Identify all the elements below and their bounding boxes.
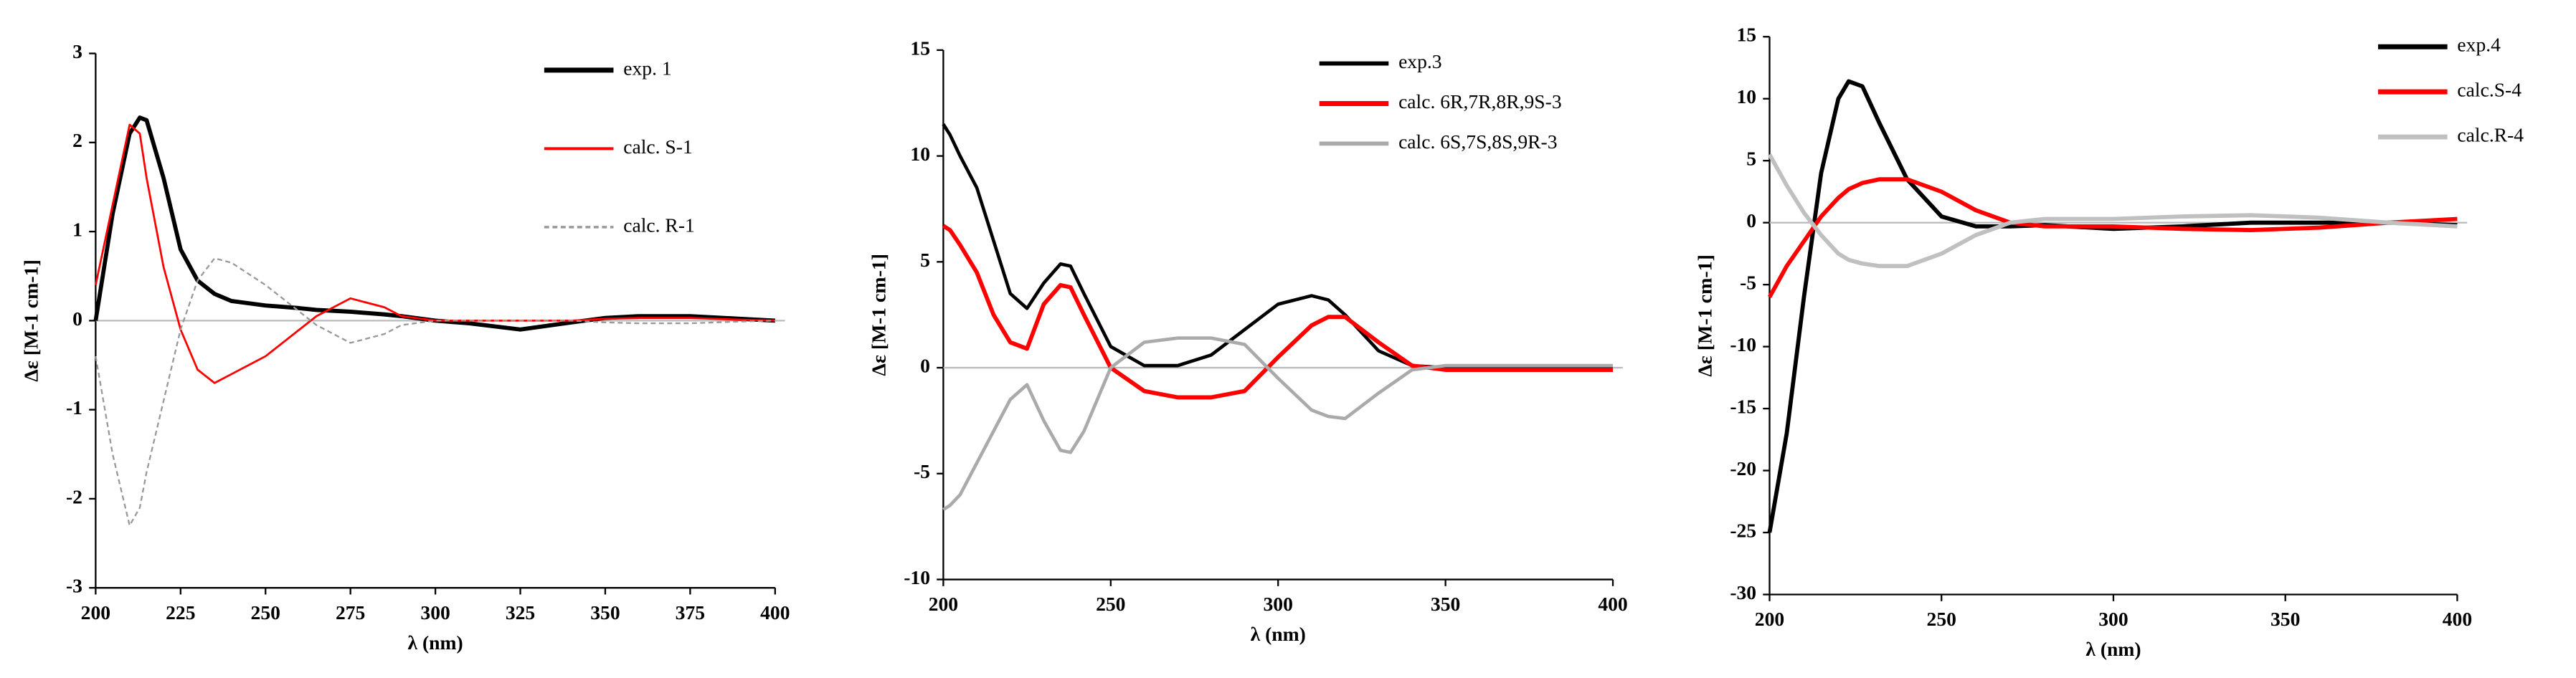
legend-label: calc. 6S,7S,8S,9R-3 <box>1398 131 1557 153</box>
x-tick-label: 375 <box>676 602 705 624</box>
y-tick-label: -3 <box>66 575 82 597</box>
legend-label: calc. R-1 <box>623 214 695 237</box>
series-line <box>1767 79 2458 533</box>
y-tick-label: -5 <box>914 461 930 483</box>
legend-label: calc.R-4 <box>2457 124 2524 146</box>
y-tick-label: 0 <box>920 355 930 377</box>
series-line <box>1767 153 2458 269</box>
series-line <box>95 257 775 527</box>
x-tick-label: 400 <box>1598 593 1627 616</box>
y-tick-label: 5 <box>920 249 930 272</box>
y-tick-label: 15 <box>1737 24 1757 47</box>
x-tick-label: 225 <box>166 602 195 624</box>
y-tick-label: -25 <box>1730 520 1756 542</box>
series-line <box>942 336 1614 512</box>
x-tick-label: 200 <box>81 602 110 624</box>
y-tick-label: -20 <box>1730 458 1756 480</box>
y-tick-label: -30 <box>1730 582 1756 604</box>
x-tick-label: 350 <box>2270 608 2300 631</box>
x-tick-label: 275 <box>336 602 365 624</box>
series-line <box>942 224 1614 400</box>
y-tick-label: 15 <box>910 37 930 59</box>
y-tick-label: 0 <box>1746 210 1756 232</box>
legend-label: exp.4 <box>2457 34 2501 57</box>
x-tick-label: 400 <box>760 602 790 624</box>
y-tick-label: 10 <box>1737 86 1757 108</box>
series-line <box>95 123 775 384</box>
y-tick-label: 3 <box>72 41 82 63</box>
legend-label: exp.3 <box>1398 51 1442 73</box>
x-tick-label: 200 <box>929 593 958 616</box>
y-tick-label: -1 <box>66 397 82 419</box>
y-tick-label: -10 <box>904 567 930 589</box>
y-tick-label: 5 <box>1746 148 1756 170</box>
x-tick-label: 400 <box>2443 608 2472 631</box>
legend-label: calc. 6R,7R,8R,9S-3 <box>1398 91 1562 113</box>
y-axis-label: Δε [M-1 cm-1] <box>20 259 42 382</box>
x-tick-label: 200 <box>1755 608 1784 631</box>
x-tick-label: 300 <box>1264 593 1293 616</box>
x-axis-label: λ (nm) <box>1251 624 1306 646</box>
y-tick-label: 0 <box>72 308 82 330</box>
legend-label: calc.S-4 <box>2457 79 2521 101</box>
x-axis-label: λ (nm) <box>2085 639 2141 661</box>
x-tick-label: 250 <box>1096 593 1125 616</box>
x-tick-label: 300 <box>420 602 450 624</box>
x-tick-label: 325 <box>506 602 535 624</box>
y-tick-label: 2 <box>72 130 82 152</box>
y-axis-label: Δε [M-1 cm-1] <box>1695 254 1717 377</box>
y-tick-label: 1 <box>72 219 82 241</box>
x-tick-label: 350 <box>590 602 620 624</box>
x-axis-label: λ (nm) <box>408 632 463 654</box>
x-tick-label: 250 <box>1927 608 1956 631</box>
y-tick-label: -10 <box>1730 334 1756 356</box>
x-tick-label: 250 <box>251 602 280 624</box>
y-tick-label: -5 <box>1740 272 1756 294</box>
series-line <box>942 123 1614 370</box>
x-tick-label: 300 <box>2098 608 2128 631</box>
y-axis-label: Δε [M-1 cm-1] <box>868 254 890 376</box>
series-line <box>1767 177 2458 298</box>
y-tick-label: -15 <box>1730 396 1756 418</box>
y-tick-label: -2 <box>66 486 82 508</box>
x-tick-label: 350 <box>1431 593 1460 616</box>
legend-label: calc. S-1 <box>623 136 693 158</box>
legend-label: exp. 1 <box>623 57 671 80</box>
y-tick-label: 10 <box>910 143 930 166</box>
